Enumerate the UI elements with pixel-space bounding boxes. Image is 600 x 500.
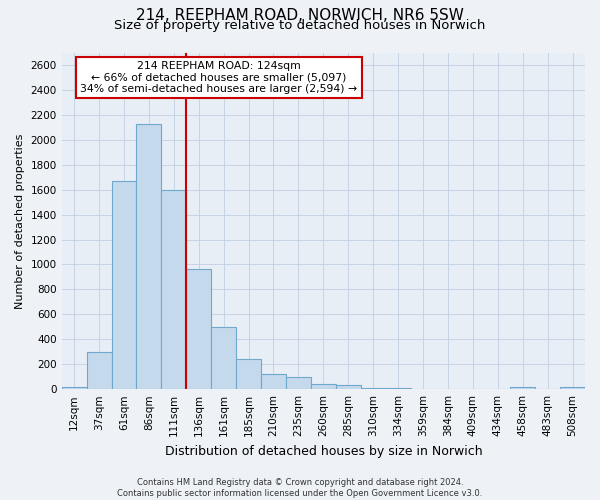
Bar	[161, 190, 186, 389]
Bar	[136, 124, 161, 389]
Bar	[361, 388, 386, 389]
Bar	[510, 386, 535, 389]
Y-axis label: Number of detached properties: Number of detached properties	[15, 133, 25, 308]
Bar	[186, 270, 211, 389]
Bar	[560, 388, 585, 389]
Bar	[386, 388, 410, 389]
Bar	[535, 388, 560, 389]
Bar	[286, 376, 311, 389]
Bar	[236, 360, 261, 389]
Bar	[62, 388, 86, 389]
Bar	[112, 181, 136, 389]
Bar	[485, 388, 510, 389]
Bar	[86, 352, 112, 389]
X-axis label: Distribution of detached houses by size in Norwich: Distribution of detached houses by size …	[164, 444, 482, 458]
Bar	[460, 388, 485, 389]
Bar	[336, 386, 361, 389]
Text: Contains HM Land Registry data © Crown copyright and database right 2024.
Contai: Contains HM Land Registry data © Crown c…	[118, 478, 482, 498]
Bar	[311, 384, 336, 389]
Text: Size of property relative to detached houses in Norwich: Size of property relative to detached ho…	[115, 18, 485, 32]
Bar	[436, 388, 460, 389]
Bar	[410, 388, 436, 389]
Bar	[211, 327, 236, 389]
Bar	[261, 374, 286, 389]
Text: 214 REEPHAM ROAD: 124sqm
← 66% of detached houses are smaller (5,097)
34% of sem: 214 REEPHAM ROAD: 124sqm ← 66% of detach…	[80, 61, 357, 94]
Text: 214, REEPHAM ROAD, NORWICH, NR6 5SW: 214, REEPHAM ROAD, NORWICH, NR6 5SW	[136, 8, 464, 22]
